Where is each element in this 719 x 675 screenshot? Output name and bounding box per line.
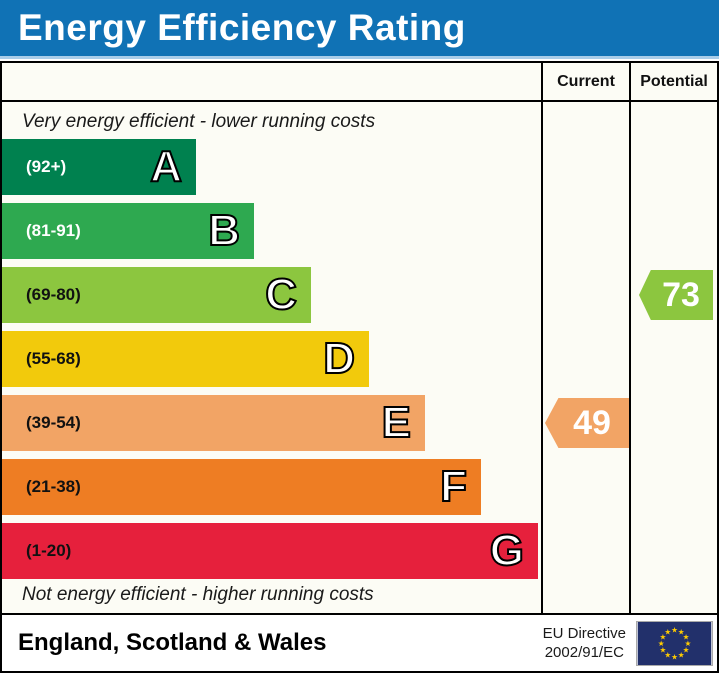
band-range-label: (1-20) (26, 541, 72, 560)
band-row-a: (92+) A (2, 139, 541, 195)
chart-column: Very energy efficient - lower running co… (2, 63, 541, 613)
band-range-label: (81-91) (26, 221, 81, 240)
bands-container: (92+) A (81-91) B (69-80) C (2, 139, 541, 587)
current-rating-value: 49 (573, 403, 611, 442)
band-bar-a: (92+) A (2, 139, 196, 195)
svg-text:★: ★ (684, 639, 691, 648)
svg-text:★: ★ (660, 645, 667, 654)
band-row-g: (1-20) G (2, 523, 541, 579)
band-letter: C (264, 270, 298, 319)
band-letter: A (149, 142, 183, 191)
region-label: England, Scotland & Wales (18, 629, 327, 656)
svg-text:★: ★ (664, 650, 671, 659)
band-bar-f: (21-38) F (2, 459, 481, 515)
potential-column: Potential (629, 63, 717, 613)
current-column-header: Current (543, 63, 629, 102)
footer-bar: England, Scotland & Wales EU Directive 2… (0, 615, 719, 673)
band-row-c: (69-80) C (2, 267, 541, 323)
title-bar: Energy Efficiency Rating (0, 0, 719, 59)
band-bar-c: (69-80) C (2, 267, 311, 323)
band-range-label: (92+) (26, 157, 67, 176)
current-rating-arrow: 49 (545, 398, 629, 448)
potential-rating-arrow: 73 (639, 270, 713, 320)
current-column: Current (541, 63, 629, 613)
band-bar-g: (1-20) G (2, 523, 538, 579)
svg-text:★: ★ (678, 627, 685, 636)
eu-directive-line1: EU Directive (542, 624, 626, 642)
band-letter: D (322, 334, 356, 383)
band-row-f: (21-38) F (2, 459, 541, 515)
band-bar-e: (39-54) E (2, 395, 425, 451)
eu-directive-label: EU Directive 2002/91/EC (543, 624, 626, 663)
band-letter: B (207, 206, 241, 255)
svg-text:★: ★ (678, 650, 685, 659)
potential-column-body (631, 102, 717, 613)
band-bar-d: (55-68) D (2, 331, 369, 387)
band-row-d: (55-68) D (2, 331, 541, 387)
band-range-label: (39-54) (26, 413, 81, 432)
svg-text:★: ★ (660, 632, 667, 641)
svg-text:★: ★ (664, 627, 671, 636)
potential-rating-value: 73 (662, 275, 700, 314)
band-row-b: (81-91) B (2, 203, 541, 259)
band-letter: E (381, 398, 412, 447)
chart-column-body: Very energy efficient - lower running co… (2, 102, 541, 613)
current-column-body (543, 102, 629, 613)
rating-table: Very energy efficient - lower running co… (0, 61, 719, 615)
bottom-note: Not energy efficient - higher running co… (22, 584, 374, 605)
band-range-label: (69-80) (26, 285, 81, 304)
top-note: Very energy efficient - lower running co… (22, 111, 376, 132)
potential-column-header: Potential (631, 63, 717, 102)
svg-text:★: ★ (683, 645, 690, 654)
band-range-label: (21-38) (26, 477, 81, 496)
svg-text:★: ★ (671, 652, 678, 661)
eu-flag-icon: ★ ★ ★ ★ ★ ★ ★ ★ ★ ★ ★ ★ (636, 620, 713, 666)
eu-directive-line2: 2002/91/EC (544, 644, 624, 661)
svg-text:★: ★ (671, 625, 678, 634)
chart-column-header (2, 63, 541, 102)
svg-text:★: ★ (658, 639, 665, 648)
svg-text:★: ★ (683, 632, 690, 641)
band-row-e: (39-54) E (2, 395, 541, 451)
band-range-label: (55-68) (26, 349, 81, 368)
band-bar-b: (81-91) B (2, 203, 254, 259)
band-letter: G (489, 526, 525, 575)
page-title: Energy Efficiency Rating (18, 7, 466, 48)
band-letter: F (439, 462, 468, 511)
